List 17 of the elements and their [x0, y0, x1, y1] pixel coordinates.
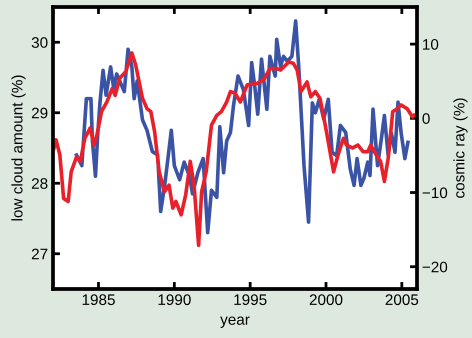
x-axis-title: year [220, 316, 250, 328]
y-tick-label: 28 [32, 178, 48, 189]
y-tick-label: 30 [32, 37, 48, 48]
y2-tick-label: −20 [422, 262, 448, 272]
y-axis-title: low cloud amount (%) [11, 75, 26, 220]
y-tick-label: 27 [32, 248, 48, 260]
x-tick-label: 1985 [82, 294, 115, 306]
x-tick-label: 2005 [386, 294, 418, 306]
y2-axis-title: cosmic ray (%) [453, 98, 468, 198]
y2-tick-label: −10 [422, 187, 448, 198]
x-tick-label: 1990 [158, 294, 191, 306]
y-tick-label: 29 [32, 108, 48, 118]
y2-tick-label: 0 [422, 113, 430, 124]
x-tick-label: 1995 [234, 294, 267, 306]
y2-tick-label: 10 [423, 38, 438, 50]
line-series [53, 51, 416, 248]
x-tick-label: 2000 [310, 294, 342, 306]
